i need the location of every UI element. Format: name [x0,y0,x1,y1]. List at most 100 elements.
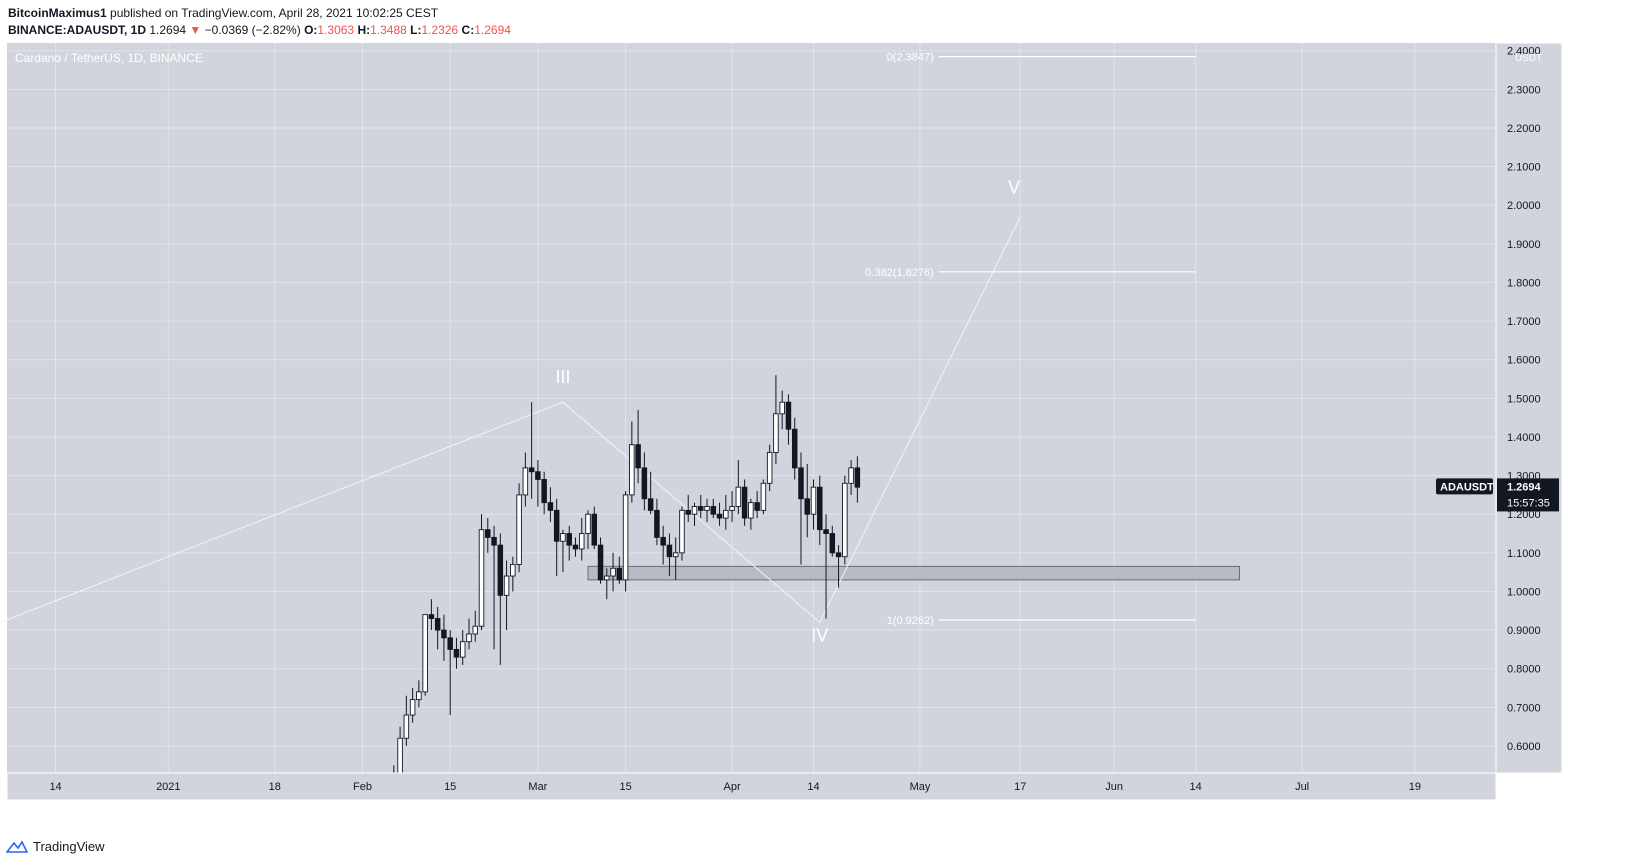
candle [610,552,616,592]
chart-plot-area[interactable] [7,43,1496,773]
candle [641,452,648,511]
price-tick-label: 2.1000 [1507,162,1541,174]
fib-retracement[interactable]: 0(2.3847) 0.382(1.8276) 1(0.9262) [865,52,1196,627]
price-tick-label: 2.0000 [1507,200,1541,212]
grid-lines [7,43,1496,773]
time-tick-label: Jun [1105,781,1123,793]
close-value: 1.2694 [474,23,511,37]
time-tick-label: 17 [1014,781,1026,793]
tradingview-footer[interactable]: TradingView [6,839,105,854]
symbol-label: BINANCE:ADAUSDT, 1D [8,23,147,37]
price-tick-label: 1.8000 [1507,277,1541,289]
candle [547,487,554,522]
price-tick-label: 2.2000 [1507,123,1541,135]
price-tick-label: 1.5000 [1507,393,1541,405]
candle [578,518,585,561]
price-tick-label: 1.1000 [1507,548,1541,560]
footer-brand: TradingView [33,839,105,854]
candle [710,498,717,519]
candle [416,680,422,708]
candle [654,498,660,546]
candle [704,498,710,522]
candle [829,525,836,557]
price-axis[interactable] [1495,42,1563,774]
last-price-tag: ADAUSDT 1.2694 15:57:35 [1436,478,1559,512]
wave-label: IV [811,626,828,646]
candle [447,630,453,716]
candle [798,452,804,565]
time-tick-label: 15 [444,781,456,793]
price-tick-label: 1.0000 [1507,586,1541,598]
fib-level-label: 0.382(1.8276) [865,267,934,279]
support-zone[interactable] [587,565,1240,581]
candle [735,460,742,515]
fib-level-label: 1(0.9262) [887,615,934,627]
time-tick-label: Apr [724,781,741,793]
last-price: 1.2694 [149,23,187,37]
candle [591,506,598,549]
candle [441,614,447,661]
time-tick-label: 15 [619,781,631,793]
price-tick-label: 0.6000 [1507,741,1541,753]
symbol-tag-label: ADAUSDT [1440,481,1494,493]
wave-label: V [1008,178,1020,198]
candle [616,556,623,584]
candle [528,402,535,499]
candle [459,630,466,665]
candle [572,537,579,557]
published-text: published on TradingView.com, April 28, … [110,6,439,20]
time-tick-label: 14 [49,781,61,793]
price-tick-label: 1.2000 [1507,509,1541,521]
time-tick-label: 18 [269,781,281,793]
price-tick-label: 2.4000 [1507,46,1541,58]
wave-labels: III IV V [555,178,1020,646]
fib-level-label: 0(2.3847) [887,52,934,64]
candle [622,491,629,592]
candle [428,599,435,631]
candle [397,726,403,773]
candle [604,568,610,600]
candle [804,464,810,538]
candle [485,518,491,553]
candle [522,452,529,507]
high-value: 1.3488 [370,23,407,37]
author-name[interactable]: BitcoinMaximus1 [8,6,107,20]
candle [842,475,848,565]
candle [848,460,854,495]
time-tick-label: 19 [1409,781,1421,793]
wave-count-path[interactable] [0,216,1021,684]
candle [741,479,748,526]
candle [553,498,560,577]
candle [779,390,785,430]
candle [422,614,428,696]
symbol-ohlc-line: BINANCE:ADAUSDT, 1D 1.2694 ▼ −0.0369 (−2… [8,23,511,37]
time-tick-label: Mar [528,781,547,793]
time-tick-label: 14 [1189,781,1201,793]
candle [466,618,472,650]
candle [785,394,792,445]
candle [409,688,416,723]
price-tick-label: 0.7000 [1507,702,1541,714]
time-tick-label: Feb [353,781,372,793]
time-tick-label: May [910,781,931,793]
price-tick-label: 1.7000 [1507,316,1541,328]
low-label: L: [410,23,422,37]
candle [391,765,397,773]
tradingview-logo-icon [6,840,28,853]
time-axis[interactable] [6,772,1497,801]
candle [503,560,510,631]
candles [391,375,861,773]
candle [497,533,504,665]
candle [660,525,666,565]
candle [566,525,572,561]
bar-countdown: 15:57:35 [1507,497,1550,509]
price-axis-ticks: 0.6000 0.7000 0.8000 0.9000 1.0000 1.1000 1.20… [1507,46,1541,753]
candle [453,637,460,669]
candle [748,498,754,530]
wave-label: III [555,367,570,387]
candle [679,506,685,561]
candle [597,537,604,584]
candle [629,421,635,503]
price-tick-label: 0.8000 [1507,664,1541,676]
